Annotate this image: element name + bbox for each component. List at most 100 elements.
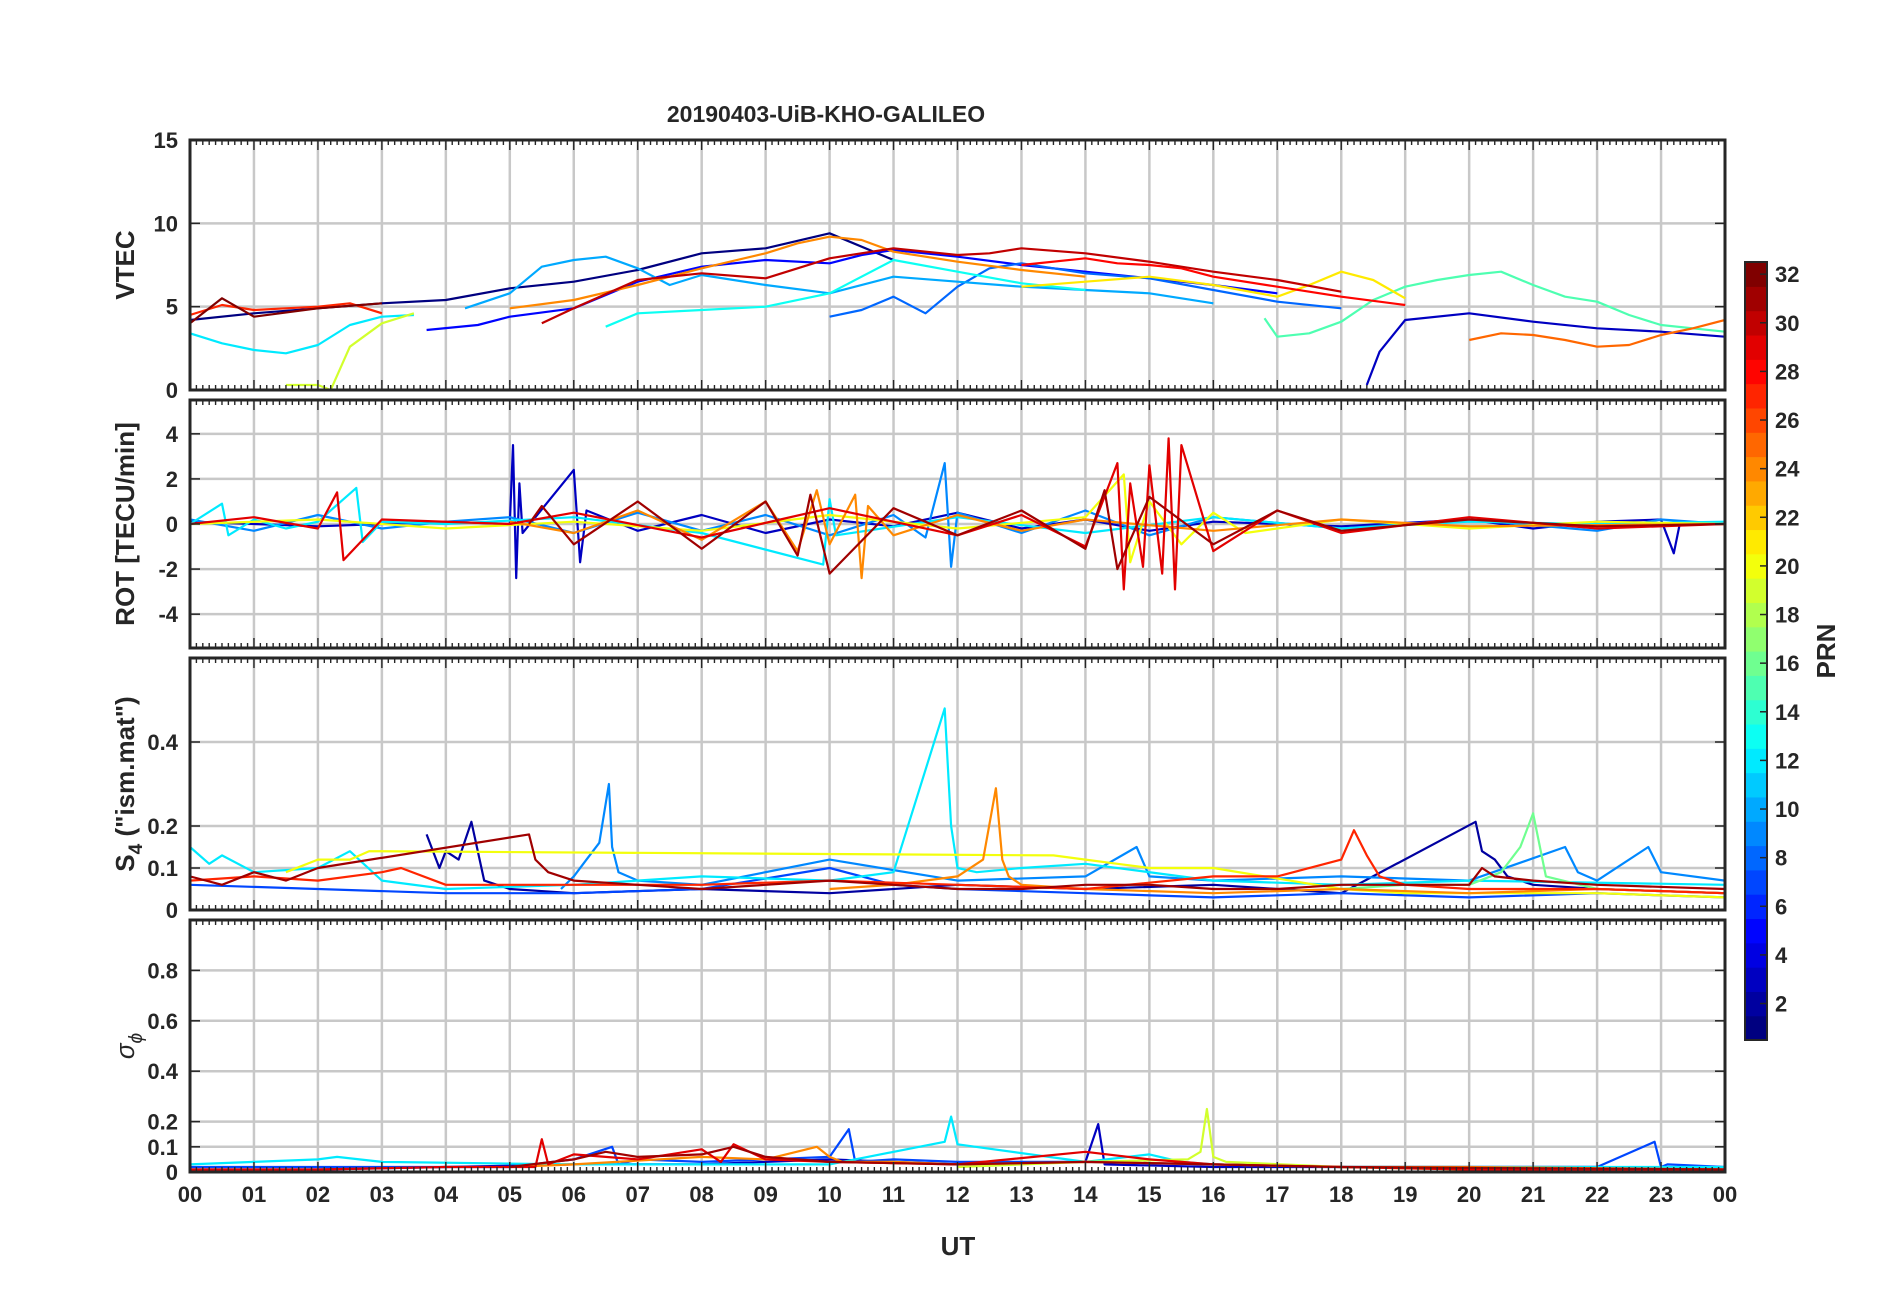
colorbar-cell bbox=[1745, 869, 1767, 895]
y-tick-label: 0.2 bbox=[147, 1110, 178, 1135]
colorbar-cell bbox=[1745, 967, 1767, 992]
x-tick-label: 18 bbox=[1329, 1182, 1353, 1207]
y-tick-label: 2 bbox=[166, 467, 178, 492]
colorbar-cell bbox=[1745, 310, 1767, 336]
series-group bbox=[190, 1107, 1725, 1171]
colorbar-cell bbox=[1745, 505, 1767, 531]
x-tick-label: 13 bbox=[1009, 1182, 1033, 1207]
colorbar-cell bbox=[1745, 942, 1767, 968]
colorbar-cell bbox=[1745, 675, 1767, 701]
x-tick-label: 23 bbox=[1649, 1182, 1673, 1207]
y-tick-label: 0.2 bbox=[147, 814, 178, 839]
x-tick-label: 02 bbox=[306, 1182, 330, 1207]
colorbar-cell bbox=[1745, 918, 1767, 944]
y-axis-label: VTEC bbox=[110, 230, 140, 300]
series-line-prn-28 bbox=[1021, 257, 1406, 307]
x-tick-label: 20 bbox=[1457, 1182, 1481, 1207]
series-line-prn-9 bbox=[560, 782, 1725, 890]
series-line-prn-24 bbox=[509, 489, 1725, 580]
y-tick-label: 0 bbox=[166, 898, 178, 923]
x-tick-label: 10 bbox=[817, 1182, 841, 1207]
series-group bbox=[190, 437, 1725, 591]
colorbar-tick-label: 26 bbox=[1775, 408, 1799, 433]
y-tick-label: -2 bbox=[158, 557, 178, 582]
colorbar-tick-label: 2 bbox=[1775, 992, 1787, 1017]
y-tick-label: 0.6 bbox=[147, 1009, 178, 1034]
series-group bbox=[190, 232, 1725, 390]
series-line-prn-12 bbox=[190, 707, 1725, 891]
axes-box bbox=[188, 138, 1727, 392]
colorbar-label: PRN bbox=[1811, 624, 1841, 679]
axes-box bbox=[188, 398, 1727, 650]
series-line-prn-24 bbox=[829, 787, 1725, 895]
series-line-prn-13 bbox=[605, 258, 1086, 328]
colorbar-cell bbox=[1745, 821, 1767, 847]
x-tick-label: 12 bbox=[945, 1182, 969, 1207]
series-group bbox=[190, 707, 1725, 899]
x-tick-label: 04 bbox=[434, 1182, 459, 1207]
y-axis-label: S4 ("ism.mat") bbox=[110, 696, 147, 871]
colorbar-cell bbox=[1745, 456, 1767, 482]
colorbar-cell bbox=[1745, 772, 1767, 798]
x-tick-label: 11 bbox=[882, 1182, 905, 1207]
x-tick-label: 00 bbox=[1713, 1182, 1737, 1207]
y-axis-label: ROT [TECU/min] bbox=[110, 422, 140, 626]
x-tick-label: 03 bbox=[370, 1182, 394, 1207]
colorbar-tick-label: 22 bbox=[1775, 505, 1799, 530]
colorbar-cell bbox=[1745, 748, 1767, 774]
x-tick-label: 06 bbox=[562, 1182, 586, 1207]
y-tick-label: 0.1 bbox=[147, 856, 178, 881]
series-line-prn-31 bbox=[528, 489, 1725, 575]
colorbar-cell bbox=[1745, 991, 1767, 1017]
colorbar-tick-label: 16 bbox=[1775, 651, 1799, 676]
colorbar-tick-label: 20 bbox=[1775, 554, 1799, 579]
colorbar-tick-label: 8 bbox=[1775, 846, 1787, 871]
series-line-prn-3 bbox=[1365, 312, 1725, 386]
y-axis-label: σϕ bbox=[110, 1033, 147, 1059]
series-line-prn-27 bbox=[190, 302, 383, 317]
x-tick-label: 17 bbox=[1265, 1182, 1289, 1207]
y-tick-label: 0.4 bbox=[147, 1059, 178, 1084]
x-tick-label: 08 bbox=[689, 1182, 713, 1207]
colorbar-tick-label: 10 bbox=[1775, 797, 1799, 822]
x-tick-label: 01 bbox=[242, 1182, 266, 1207]
colorbar-cell bbox=[1745, 553, 1767, 579]
series-line-prn-29 bbox=[190, 437, 1725, 591]
colorbar-tick-label: 30 bbox=[1775, 311, 1799, 336]
series-line-prn-32 bbox=[190, 297, 382, 325]
x-tick-label: 21 bbox=[1521, 1182, 1545, 1207]
x-tick-label: 14 bbox=[1073, 1182, 1098, 1207]
y-tick-label: 0.8 bbox=[147, 958, 178, 983]
y-tick-label: 0.4 bbox=[147, 730, 178, 755]
x-tick-label: 05 bbox=[498, 1182, 522, 1207]
colorbar-cell bbox=[1745, 699, 1767, 725]
x-tick-label: 07 bbox=[625, 1182, 649, 1207]
colorbar-cell bbox=[1745, 262, 1767, 287]
colorbar-tick-label: 32 bbox=[1775, 262, 1799, 287]
y-tick-label: 0 bbox=[166, 1160, 178, 1185]
colorbar-tick-label: 6 bbox=[1775, 894, 1787, 919]
panel-sigma: 00.10.2 0.4 0.6 0.8 σϕ 00 01 02 03 04 05 06 07 08 09 10… bbox=[110, 918, 1737, 1207]
series-line-prn-19 bbox=[285, 312, 415, 390]
series-line-prn-8 bbox=[829, 262, 1342, 318]
x-axis-label: UT bbox=[941, 1231, 976, 1261]
y-tick-label: 15 bbox=[154, 128, 178, 153]
colorbar-cell bbox=[1745, 723, 1767, 749]
colorbar-frame bbox=[1744, 261, 1768, 1041]
colorbar-cell bbox=[1745, 383, 1767, 409]
chart-title: 20190403-UiB-KHO-GALILEO bbox=[667, 101, 985, 127]
colorbar-tick-label: 14 bbox=[1775, 700, 1800, 725]
colorbar-cell bbox=[1745, 407, 1767, 433]
colorbar-cell bbox=[1745, 578, 1767, 603]
y-tick-label: 0 bbox=[166, 378, 178, 403]
series-line-prn-24 bbox=[509, 235, 1086, 310]
y-tick-label: 0 bbox=[166, 512, 178, 537]
series-line-prn-25 bbox=[1468, 318, 1725, 348]
series-line-prn-10 bbox=[464, 255, 1214, 310]
y-tick-label: 5 bbox=[166, 295, 178, 320]
colorbar-cell bbox=[1745, 626, 1767, 652]
colorbar-cell bbox=[1745, 432, 1767, 458]
